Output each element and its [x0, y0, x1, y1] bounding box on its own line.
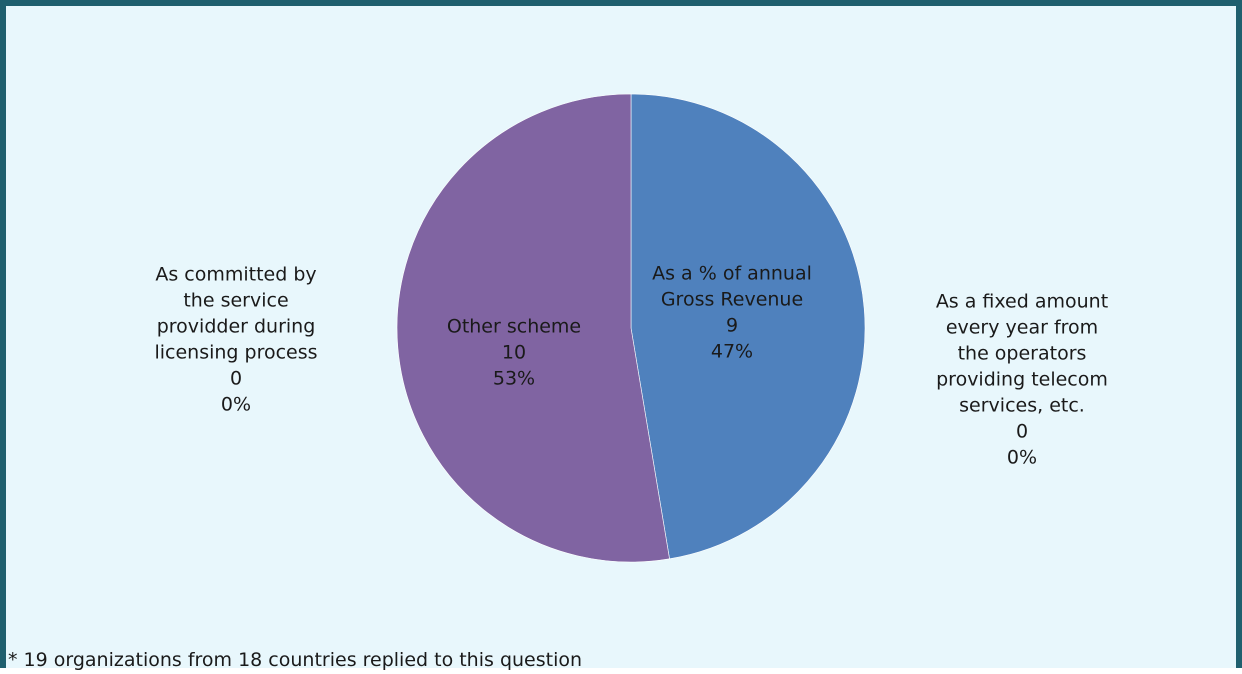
slice-value-label: 10: [502, 342, 526, 364]
slice-label-line: As committed by: [155, 264, 316, 286]
slice-label-line: the operators: [958, 343, 1087, 365]
slice-value-label: 0: [230, 368, 242, 390]
slice-label-line: As a % of annual: [652, 263, 812, 285]
slice-label-line: services, etc.: [959, 395, 1085, 417]
pie-slices: [396, 93, 866, 563]
slice-label-line: Other scheme: [447, 316, 581, 338]
slice-value-label: 0: [1016, 421, 1028, 443]
pie-chart: As a % of annual Gross Revenue 9 47% As a fi…: [154, 93, 1108, 563]
slice-label-fixed-amount: As a fixed amount every year from the oper…: [936, 291, 1108, 469]
pie-slice-other-scheme: [396, 93, 670, 563]
slice-percent-label: 47%: [711, 341, 753, 363]
slice-percent-label: 0%: [1007, 447, 1037, 469]
slice-label-line: providder during: [157, 316, 316, 338]
slice-label-line: licensing process: [154, 342, 317, 364]
slice-label-committed: As committed by the service providder duri…: [154, 264, 317, 416]
slice-value-label: 9: [726, 315, 738, 337]
footnote: * 19 organizations from 18 countries rep…: [8, 649, 583, 671]
slice-label-line: every year from: [946, 317, 1098, 339]
pie-slice-gross-revenue: [630, 93, 866, 560]
slice-percent-label: 0%: [221, 394, 251, 416]
slice-label-line: the service: [183, 290, 288, 312]
slice-label-line: Gross Revenue: [661, 289, 803, 311]
slice-percent-label: 53%: [493, 368, 535, 390]
slice-label-line: As a fixed amount: [936, 291, 1108, 313]
slice-label-line: providing telecom: [936, 369, 1108, 391]
slice-label-gross-revenue: As a % of annual Gross Revenue 9 47%: [652, 263, 812, 363]
slice-label-other-scheme: Other scheme 10 53%: [447, 316, 581, 390]
pie-labels: As a % of annual Gross Revenue 9 47% As a fi…: [154, 263, 1108, 469]
